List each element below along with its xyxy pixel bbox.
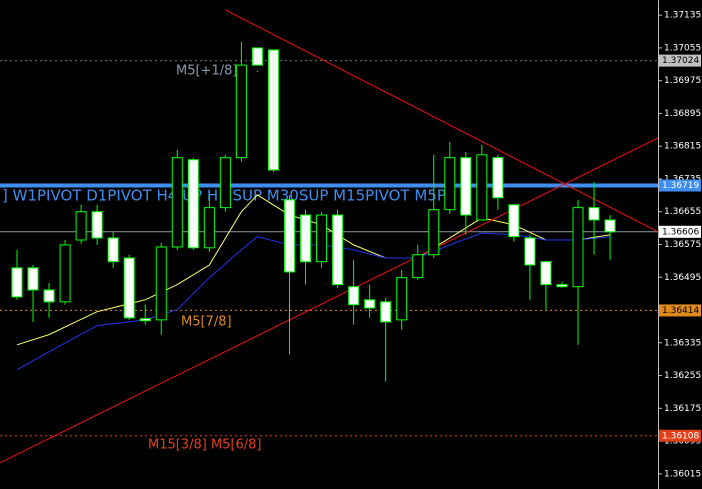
candle-body [267,49,279,171]
y-tick-label: 1.36895 [664,109,701,119]
candle-body [540,261,552,286]
candle-body [300,214,312,263]
price-label: 1.36414 [662,306,699,316]
annotation: M5[7/8] [181,315,232,330]
candle-body [203,207,215,249]
candle-body [139,318,151,322]
candle-body [572,207,584,288]
candle-body [444,157,456,211]
candle-body [364,299,376,309]
candle-body [27,267,39,291]
candle-body [155,246,167,321]
annotation: M5[+1/8] [176,64,237,79]
y-tick-label: 1.36175 [664,404,701,414]
annotation: M15[3/8] M5[6/8] [148,438,262,453]
y-tick-label: 1.36495 [664,273,701,283]
candle-body [123,257,135,319]
trendline [0,137,659,464]
y-tick-label: 1.37055 [664,43,701,53]
candle-body [492,157,504,199]
candle-body [524,237,536,266]
candle-body [508,204,520,238]
candle-body [235,64,247,159]
candle-body [332,214,344,286]
price-label: 1.36108 [662,431,699,441]
candle-body [412,254,424,279]
price-label-box [659,54,701,67]
candle-body [428,209,440,256]
candle-body [348,286,360,306]
y-tick-label: 1.37135 [664,11,701,21]
price-label: 1.36719 [662,181,699,191]
candle-body [107,237,119,263]
candle-body [187,159,199,249]
candle-body [59,244,71,303]
candle-body [171,157,183,248]
y-tick-label: 1.36335 [664,338,701,348]
y-tick-label: 1.36255 [664,371,701,381]
candle-body [556,284,568,288]
candle-body [380,301,392,323]
price-label-box [659,225,701,238]
price-label-box [659,304,701,317]
y-tick-label: 1.36575 [664,240,701,250]
candle-body [43,289,55,303]
price-label: 1.36606 [662,227,699,237]
candle-body [11,267,23,298]
trendline [224,9,659,233]
price-label-box [659,179,701,192]
candle-body [460,157,472,216]
axis-panel [658,0,702,489]
y-tick-label: 1.36015 [664,469,701,479]
y-tick-label: 1.36655 [664,207,701,217]
candle-body [604,219,616,233]
y-tick-label: 1.36815 [664,142,701,152]
candle-body [476,154,488,221]
candle-body [91,211,103,239]
price-label: 1.37024 [662,56,699,66]
candle-body [251,47,263,66]
candle-body [396,277,408,321]
candle-body [219,157,231,209]
candle-body [283,199,295,273]
candle-body [588,207,600,221]
candle-body [316,214,328,263]
y-tick-label: 1.36735 [664,174,701,184]
y-tick-label: 1.36975 [664,76,701,86]
candle-body [75,211,87,241]
price-label-box [659,429,701,442]
